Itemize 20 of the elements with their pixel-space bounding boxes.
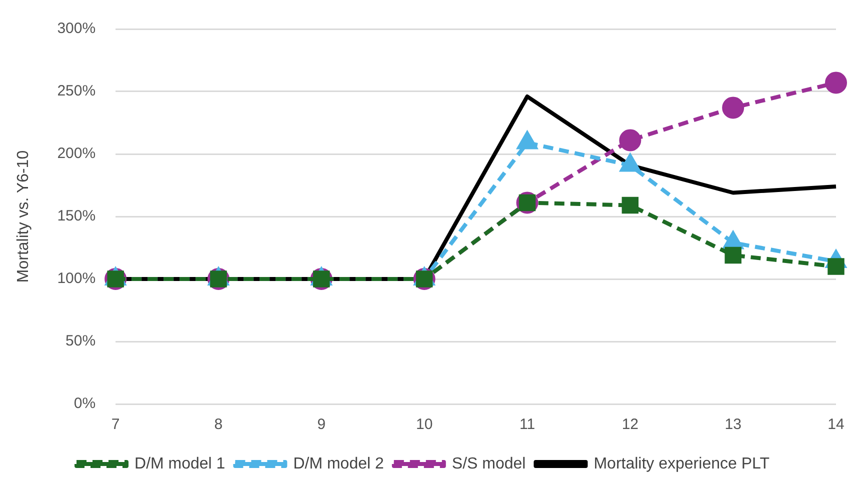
y-tick-label: 250% <box>57 82 96 100</box>
legend-label: D/M model 1 <box>134 455 226 472</box>
y-tick-label: 100% <box>57 270 96 288</box>
x-tick-label: 7 <box>111 416 120 434</box>
y-tick-label: 0% <box>74 395 96 412</box>
y-tick-label: 300% <box>57 20 96 38</box>
y-tick-label: 200% <box>57 145 96 162</box>
x-tick-label: 8 <box>214 416 223 434</box>
y-tick-label: 150% <box>57 208 96 225</box>
y-tick-label: 50% <box>66 332 96 350</box>
y-axis-title: Mortality vs. Y6-10 <box>15 150 32 283</box>
legend-label: D/M model 2 <box>293 455 384 472</box>
x-tick-label: 14 <box>828 416 844 434</box>
legend-label: Mortality experience PLT <box>594 455 770 472</box>
x-tick-label: 10 <box>416 416 433 434</box>
x-tick-label: 11 <box>519 416 536 434</box>
x-tick-label: 13 <box>724 416 742 434</box>
x-tick-label: 9 <box>317 416 326 434</box>
x-tick-label: 12 <box>622 416 639 434</box>
legend-label: S/S model <box>452 455 526 472</box>
